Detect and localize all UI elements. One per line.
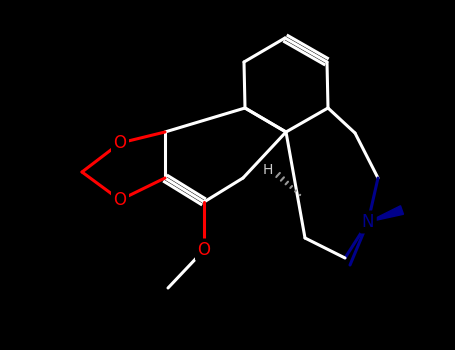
- Text: O: O: [197, 241, 211, 259]
- Text: O: O: [113, 134, 126, 152]
- Text: H: H: [263, 163, 273, 177]
- Text: O: O: [113, 191, 126, 209]
- Text: N: N: [362, 213, 374, 231]
- Polygon shape: [368, 206, 404, 222]
